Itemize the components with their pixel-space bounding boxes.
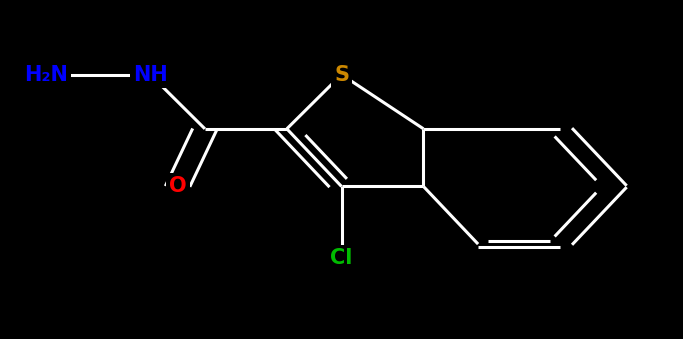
Text: H₂N: H₂N [25,65,68,84]
Text: Cl: Cl [331,248,352,267]
Text: NH: NH [133,65,167,84]
Text: S: S [334,65,349,84]
Text: O: O [169,177,186,196]
